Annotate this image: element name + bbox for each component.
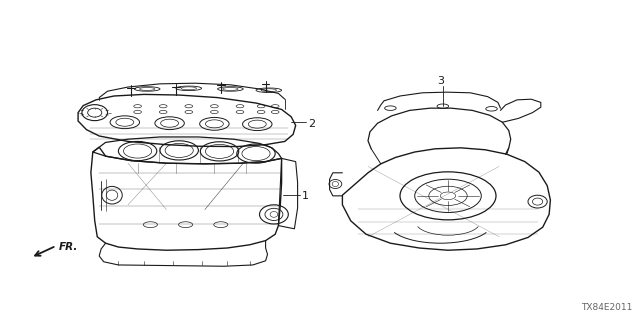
Text: 2: 2 (308, 118, 316, 129)
Text: 1: 1 (302, 191, 309, 202)
Text: FR.: FR. (59, 242, 78, 252)
Text: 3: 3 (437, 76, 444, 86)
Text: TX84E2011: TX84E2011 (581, 303, 632, 312)
